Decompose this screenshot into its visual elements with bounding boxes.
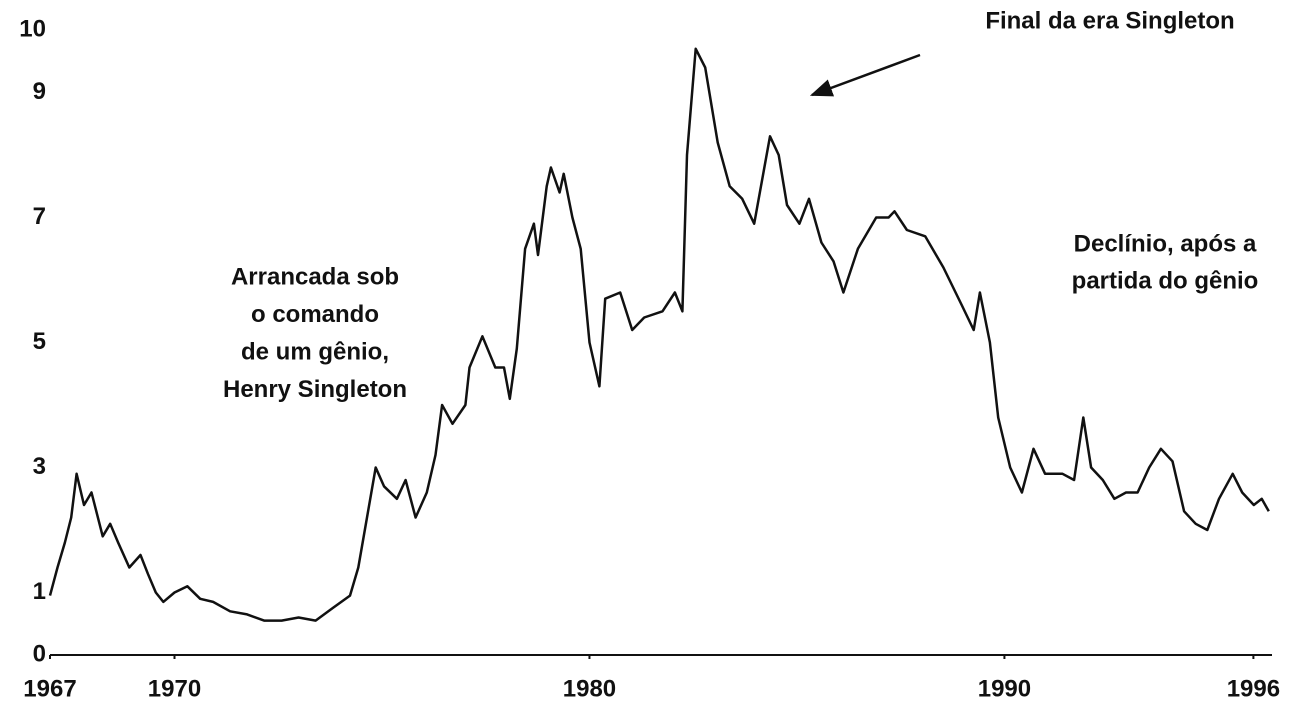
y-tick-label: 5	[33, 328, 46, 355]
annotation: Declínio, após a	[1074, 230, 1257, 257]
annotation: partida do gênio	[1072, 267, 1259, 294]
y-tick-label: 1	[33, 578, 46, 605]
x-tick-label: 1967	[23, 675, 76, 702]
y-tick-label: 3	[33, 453, 46, 480]
annotation: o comando	[251, 301, 379, 328]
annotation-arrow	[809, 53, 921, 97]
y-tick-label: 9	[33, 78, 46, 105]
x-tick-label: 1980	[563, 675, 616, 702]
y-tick-label: 7	[33, 203, 46, 230]
annotation: Final da era Singleton	[985, 7, 1234, 34]
y-tick-label: 0	[33, 640, 46, 667]
annotation: Arrancada sob	[231, 263, 399, 290]
x-tick-label: 1970	[148, 675, 201, 702]
x-tick-label: 1996	[1227, 675, 1280, 702]
annotation: de um gênio,	[241, 338, 389, 365]
annotation: Henry Singleton	[223, 376, 407, 403]
y-tick-label: 10	[19, 15, 46, 42]
x-tick-label: 1990	[978, 675, 1031, 702]
price-line	[48, 47, 1270, 622]
